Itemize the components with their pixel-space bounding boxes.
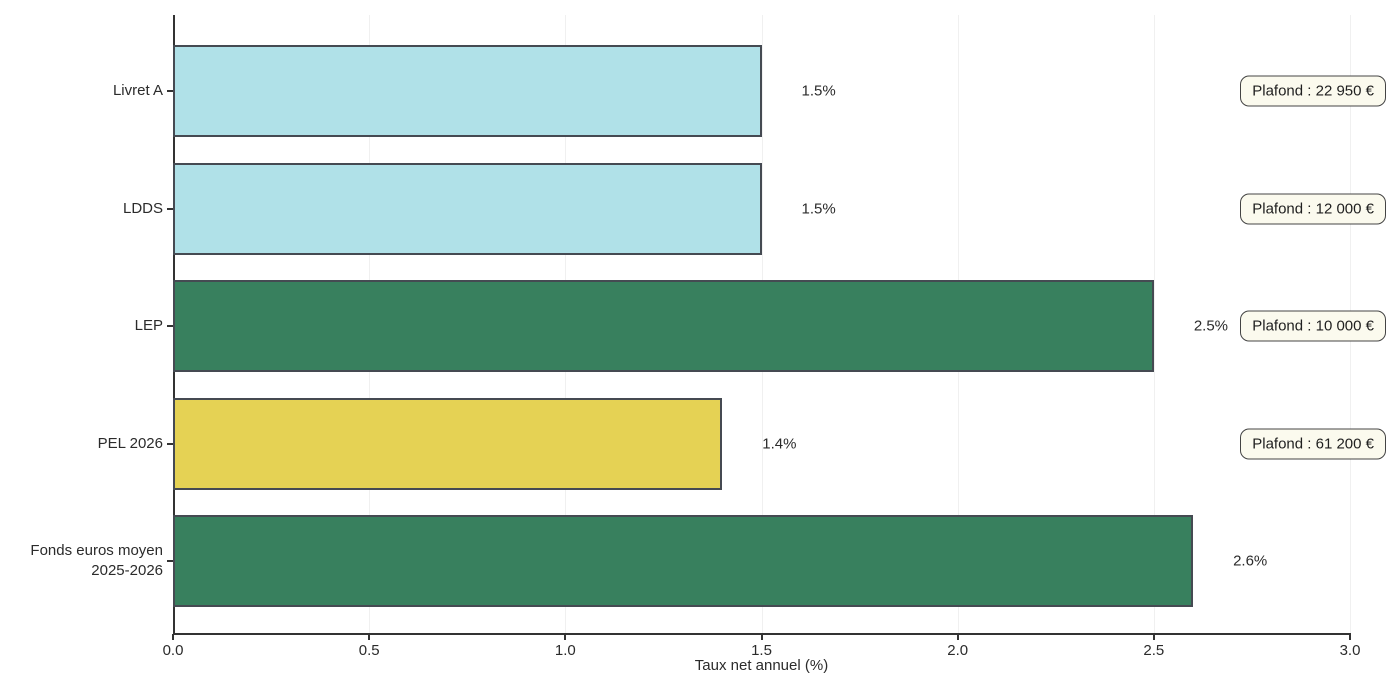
category-label: PEL 2026 xyxy=(97,434,163,452)
plafond-badge: Plafond : 10 000 € xyxy=(1240,310,1386,342)
bar xyxy=(173,515,1194,607)
x-tick-label: 0.0 xyxy=(162,642,184,659)
x-tick-label: 2.0 xyxy=(947,642,969,659)
x-axis-tick xyxy=(1349,634,1351,640)
x-axis-tick xyxy=(760,634,763,640)
x-axis-label: Taux net annuel (%) xyxy=(694,657,829,674)
x-tick-label: 1.5 xyxy=(751,642,772,659)
value-label: 1.5% xyxy=(801,82,836,100)
value-label: 1.4% xyxy=(762,435,797,452)
y-axis-tick xyxy=(167,207,173,210)
bar xyxy=(173,280,1154,372)
y-axis-tick xyxy=(167,442,173,445)
plafond-badge: Plafond : 61 200 € xyxy=(1240,428,1386,459)
y-axis-tick xyxy=(167,560,173,562)
category-label: Livret A xyxy=(112,82,163,99)
bar xyxy=(173,45,762,137)
x-axis-tick xyxy=(956,634,959,640)
value-label: 1.5% xyxy=(801,200,836,217)
category-label: LEP xyxy=(134,317,163,334)
category-label: LDDS xyxy=(122,199,163,217)
bar xyxy=(173,397,723,490)
x-axis-tick xyxy=(1152,634,1155,640)
x-tick-label: 0.5 xyxy=(358,642,380,659)
x-axis-line xyxy=(173,633,1351,635)
value-label: 2.5% xyxy=(1193,317,1229,335)
x-tick-label: 2.5 xyxy=(1143,642,1165,659)
gridline xyxy=(1153,15,1155,633)
value-label: 2.6% xyxy=(1233,552,1268,570)
y-axis-tick xyxy=(167,325,173,327)
plafond-badge: Plafond : 22 950 € xyxy=(1240,75,1386,107)
x-tick-label: 1.0 xyxy=(554,642,576,659)
x-tick-label: 3.0 xyxy=(1339,642,1361,659)
y-axis-tick xyxy=(167,90,173,92)
x-axis-tick xyxy=(368,634,371,640)
x-axis-tick xyxy=(172,634,174,640)
bar xyxy=(173,162,762,255)
category-label: Fonds euros moyen 2025-2026 xyxy=(30,542,163,579)
plafond-badge: Plafond : 12 000 € xyxy=(1240,193,1386,224)
x-axis-tick xyxy=(564,634,567,640)
